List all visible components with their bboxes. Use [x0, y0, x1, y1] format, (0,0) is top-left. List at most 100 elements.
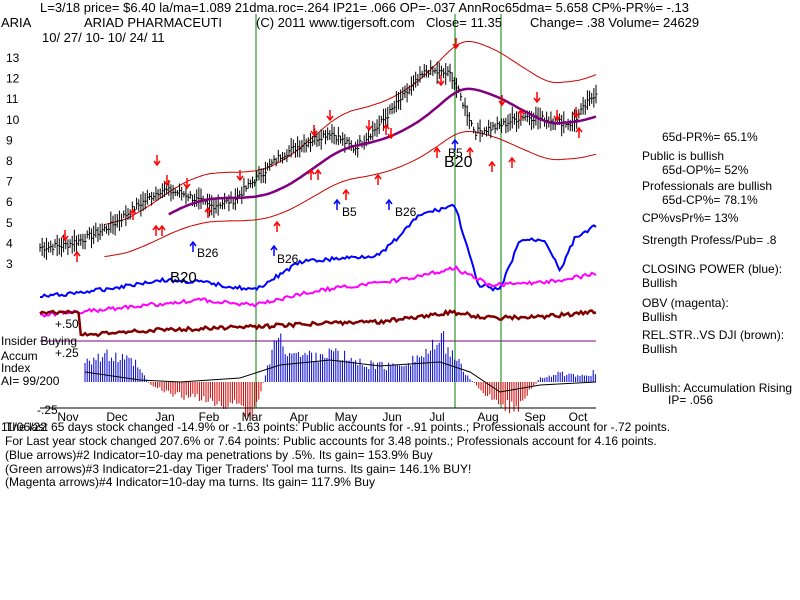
label-insider-buying: Insider Buying: [1, 334, 78, 348]
footer-line3: (Blue arrows)#2 Indicator=10-day ma pene…: [5, 448, 433, 462]
lower-band: [104, 131, 597, 258]
sell-arrow-head: [163, 180, 171, 187]
accumulation-histogram: [84, 331, 597, 420]
side-obv-label: OBV (magenta):: [642, 296, 729, 310]
buy-arrow-head: [575, 126, 583, 133]
upper-band: [104, 41, 597, 225]
buy-arrow-head: [517, 108, 525, 115]
header-line1: L=3/18 price= $6.40 la/ma=1.089 21dma.ro…: [40, 0, 689, 15]
buy-arrow-head: [488, 160, 496, 167]
company-name: ARIAD PHARMACEUTI: [84, 15, 222, 30]
annotation-b26-mid: B26: [395, 205, 417, 219]
ma-line: [168, 87, 597, 216]
y-tick-label: 4: [6, 236, 13, 250]
annotation-b5-top: B5: [448, 146, 463, 160]
annotation-b5-mid: B5: [342, 205, 357, 219]
buy-arrow-head: [129, 208, 137, 215]
relstr-path: [39, 308, 597, 338]
x-tick-label: Jan: [155, 410, 174, 424]
x-tick-label: Dec: [106, 410, 127, 424]
buy-arrow-head: [382, 123, 390, 130]
annotation-b26-low2: B26: [277, 252, 299, 266]
buy-arrow-head: [189, 240, 197, 247]
buy-arrow-head: [204, 206, 212, 213]
sell-arrow-head: [61, 235, 69, 242]
x-tick-label: Feb: [199, 410, 220, 424]
label-accum: Accum: [1, 349, 38, 363]
buy-arrow-head: [73, 250, 81, 257]
side-strength: Strength Profess/Pub= .8: [642, 233, 777, 247]
closing-power-path: [39, 203, 597, 299]
x-tick-label: Oct: [569, 410, 588, 424]
x-tick-label: Jul: [429, 410, 444, 424]
symbol-label: ARIA: [1, 15, 32, 30]
moving-average: [168, 87, 597, 216]
sell-arrow-head: [326, 115, 334, 122]
label-plus50: +.50: [55, 317, 79, 331]
y-tick-label: 9: [6, 133, 13, 147]
price-bars: [39, 60, 598, 260]
buy-arrow-head: [374, 173, 382, 180]
buy-arrow-head: [314, 168, 322, 175]
buy-arrow-head: [466, 146, 474, 153]
annotation-b26-low: B26: [197, 246, 219, 260]
sell-arrow-head: [437, 80, 445, 87]
x-tick-label: Jun: [382, 410, 401, 424]
y-tick-label: 12: [6, 72, 20, 86]
buy-arrow-head: [342, 188, 350, 195]
footer-line5: (Magenta arrows)#4 Indicator=10-day ma t…: [5, 475, 375, 489]
sell-arrow-head: [310, 130, 318, 137]
sell-arrow-head: [533, 97, 541, 104]
buy-arrow-head: [451, 138, 459, 145]
buy-arrow-head: [307, 168, 315, 175]
side-pr: 65d-PR%= 65.1%: [662, 130, 758, 144]
side-closing-power-label: CLOSING POWER (blue):: [642, 262, 783, 276]
signal-vertical-lines: [255, 14, 502, 408]
buy-arrow-head: [152, 224, 160, 231]
annotation-b20-low: B20: [170, 269, 197, 286]
side-public-status: Public is bullish: [642, 149, 725, 163]
side-relstr-value: Bullish: [642, 342, 678, 356]
y-tick-label: 3: [6, 257, 13, 271]
buy-arrow-head: [433, 146, 441, 153]
sell-arrow-head: [572, 112, 580, 119]
sell-arrow-head: [153, 160, 161, 167]
copyright-text: (C) 2011 www.tigersoft.com: [256, 15, 415, 30]
buy-arrow-head: [508, 156, 516, 163]
obv-path: [39, 265, 597, 318]
sell-arrow-head: [452, 43, 460, 50]
close-value: Close= 11.35: [426, 15, 503, 30]
buy-arrow-head: [158, 224, 166, 231]
footer-line4: (Green arrows)#3 Indicator=21-day Tiger …: [5, 462, 472, 476]
side-professionals-status: Professionals are bullish: [642, 179, 773, 193]
relstr-line: [39, 308, 597, 338]
y-tick-label: 11: [6, 92, 19, 106]
x-tick-label: Apr: [290, 410, 309, 424]
x-tick-label: Aug: [477, 410, 498, 424]
y-tick-labels: 3 4 5 6 7 8 9 10 11 12 13: [6, 51, 20, 271]
y-tick-label: 7: [6, 175, 13, 189]
side-cp: 65d-CP%= 78.1%: [662, 193, 758, 207]
buy-arrow-head: [385, 198, 393, 205]
side-op: 65d-OP%= 52%: [662, 163, 749, 177]
sell-arrow-head: [387, 133, 395, 140]
price-bands: [104, 41, 597, 258]
closing-power-line: [39, 203, 597, 299]
buy-arrow-head: [333, 198, 341, 205]
sell-arrow-head: [183, 183, 191, 190]
side-relstr-label: REL.STR..VS DJI (brown):: [642, 328, 785, 342]
x-tick-label: Sep: [524, 410, 546, 424]
buy-arrow-head: [273, 220, 281, 227]
sell-arrow-head: [498, 100, 506, 107]
footer-line1: The last 65 days stock changed -14.9% or…: [5, 420, 671, 434]
x-tick-label: Mar: [242, 410, 263, 424]
label-index: Index: [1, 361, 31, 375]
footer-overlap: 11/06/22: [1, 420, 47, 434]
accum-ma-line: [84, 359, 597, 393]
side-closing-power-value: Bullish: [642, 276, 678, 290]
y-tick-label: 8: [6, 154, 13, 168]
y-tick-label: 13: [6, 51, 20, 65]
side-cpvspr: CP%vsPr%= 13%: [642, 211, 739, 225]
side-obv-value: Bullish: [642, 310, 678, 324]
